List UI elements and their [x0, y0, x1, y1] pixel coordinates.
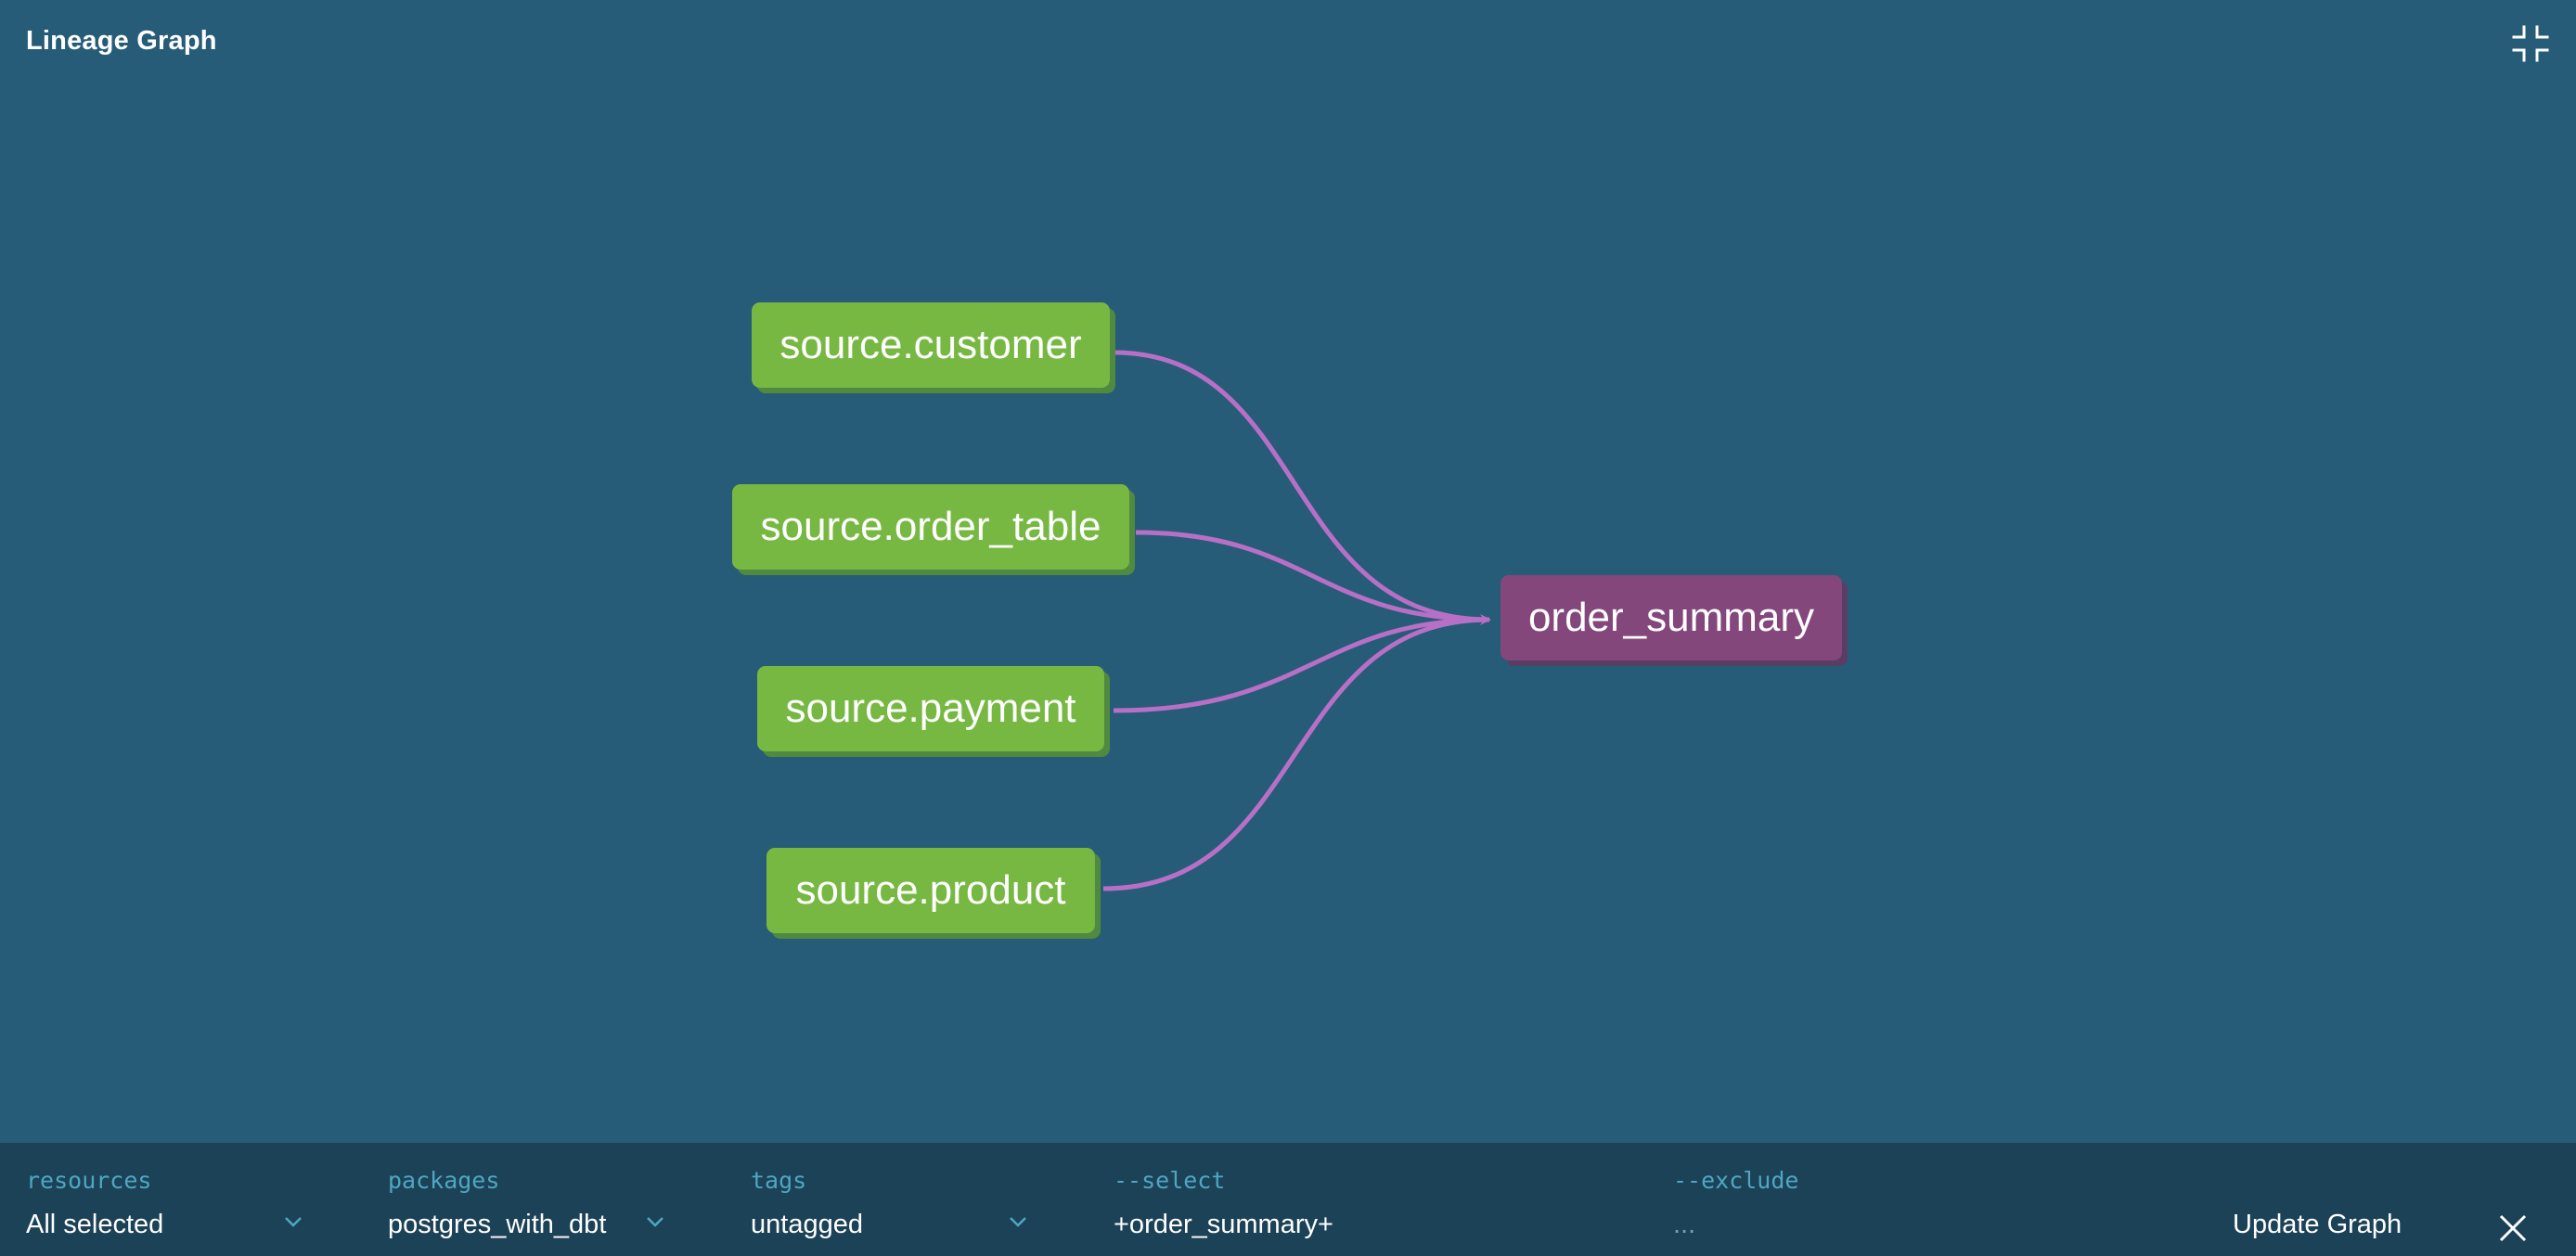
- update-graph-button[interactable]: Update Graph: [2233, 1210, 2402, 1239]
- select-filter[interactable]: --select +order_summary+: [1114, 1143, 1633, 1256]
- lineage-graph-canvas[interactable]: [0, 0, 2576, 1143]
- exclude-input[interactable]: ...: [1673, 1210, 1696, 1239]
- chevron-down-icon[interactable]: [646, 1215, 664, 1228]
- filter-bar: resources All selected packages postgres…: [0, 1143, 2576, 1256]
- resources-value: All selected: [26, 1210, 164, 1239]
- select-input[interactable]: +order_summary+: [1114, 1210, 1333, 1239]
- close-icon: [2499, 1214, 2527, 1242]
- tags-label: tags: [751, 1167, 807, 1194]
- exclude-filter[interactable]: --exclude ...: [1673, 1143, 2156, 1256]
- collapse-button[interactable]: [2511, 24, 2550, 63]
- resources-label: resources: [26, 1167, 152, 1194]
- select-label: --select: [1114, 1167, 1226, 1194]
- node-source-product[interactable]: source.product: [766, 848, 1095, 933]
- page-title: Lineage Graph: [26, 26, 217, 56]
- packages-filter[interactable]: packages postgres_with_dbt: [388, 1143, 676, 1256]
- collapse-icon: [2512, 25, 2549, 62]
- edge-order-table-to-order-summary: [1135, 530, 1490, 622]
- edge-product-to-order-summary: [1102, 614, 1491, 891]
- node-source-order-table[interactable]: source.order_table: [732, 484, 1129, 570]
- packages-label: packages: [388, 1167, 500, 1194]
- tags-filter[interactable]: tags untagged: [751, 1143, 1038, 1256]
- tags-value: untagged: [751, 1210, 863, 1239]
- node-source-customer[interactable]: source.customer: [752, 302, 1110, 388]
- edge-customer-to-order-summary: [1113, 350, 1490, 622]
- node-source-payment[interactable]: source.payment: [757, 666, 1104, 751]
- chevron-down-icon[interactable]: [284, 1215, 303, 1228]
- close-button[interactable]: [2498, 1213, 2528, 1243]
- edge-payment-to-order-summary: [1113, 617, 1490, 713]
- exclude-label: --exclude: [1673, 1167, 1799, 1194]
- packages-value: postgres_with_dbt: [388, 1210, 607, 1239]
- node-order-summary[interactable]: order_summary: [1501, 575, 1842, 660]
- chevron-down-icon[interactable]: [1009, 1215, 1027, 1228]
- resources-filter[interactable]: resources All selected: [26, 1143, 314, 1256]
